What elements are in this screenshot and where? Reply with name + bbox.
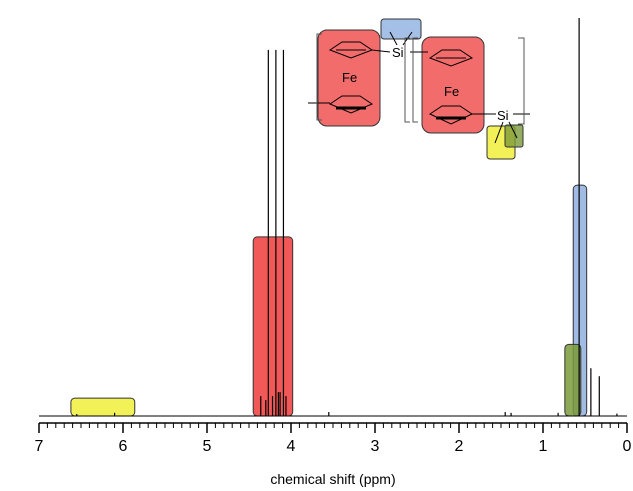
highlight-regions (70, 184, 588, 417)
cp-ring-bottom-right (428, 105, 474, 125)
x-tick-label: 1 (539, 438, 548, 455)
highlight-region-olive (564, 343, 582, 417)
fe-label-left: Fe (342, 70, 357, 85)
bond-si-left (371, 49, 391, 53)
si-end-methyl-highlight (504, 124, 524, 148)
bond-vinyl (494, 121, 504, 144)
si-label-terminal: Si (497, 108, 509, 123)
fe-label-right: Fe (444, 84, 459, 99)
molecule-structure: Fe Si Fe Si (308, 18, 530, 160)
si-bridge-methyl-highlight (380, 18, 422, 40)
x-tick-label: 7 (35, 438, 44, 455)
bond-si-methyl-a (389, 31, 398, 46)
highlight-region-yellow (70, 397, 136, 417)
x-axis: 7 6 5 4 3 2 1 0 (35, 422, 632, 455)
bond-methyl-end (508, 121, 518, 139)
bracket-mid (404, 37, 410, 123)
bracket-left (316, 33, 322, 121)
bracket-mid-2 (412, 37, 418, 123)
x-tick-label: 3 (371, 438, 380, 455)
cp-ring-top-left (328, 41, 374, 59)
bracket-right (518, 37, 525, 125)
x-tick-label: 2 (455, 438, 464, 455)
cp-ring-bottom-left (328, 95, 374, 114)
highlight-region-red (252, 236, 294, 417)
spectrum-trace (39, 18, 627, 417)
x-axis-label: chemical shift (ppm) (270, 471, 395, 487)
x-tick-label: 6 (119, 438, 128, 455)
cp-ring-top-right (428, 49, 474, 67)
x-tick-label: 0 (623, 438, 632, 455)
x-tick-label: 5 (203, 438, 212, 455)
x-tick-label: 4 (287, 438, 296, 455)
si-label-bridge: Si (392, 45, 404, 60)
